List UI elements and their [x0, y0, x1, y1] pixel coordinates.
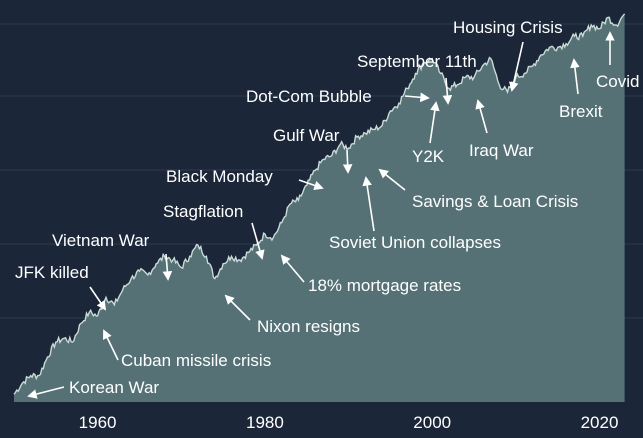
- series-line: [13, 13, 626, 395]
- annotation-label-stagflation: Stagflation: [163, 202, 243, 221]
- x-tick-label-2000: 2000: [413, 413, 451, 432]
- annotation-18-mortgage-rates: 18% mortgage rates: [280, 254, 461, 295]
- annotation-label-iraq-war: Iraq War: [469, 141, 534, 160]
- annotation-label-housing-crisis: Housing Crisis: [453, 18, 563, 37]
- annotation-label-brexit: Brexit: [559, 102, 603, 121]
- annotation-arrow-stagflation: [251, 222, 265, 260]
- annotation-arrow-vietnam-war: [162, 253, 173, 281]
- annotation-label-vietnam-war: Vietnam War: [52, 231, 150, 250]
- annotation-arrow-housing-crisis: [509, 41, 524, 92]
- annotation-label-covid: Covid: [596, 72, 639, 91]
- annotation-covid: Covid: [596, 31, 639, 91]
- series-area-fill: [14, 13, 625, 403]
- annotation-label-september-11th: September 11th: [357, 52, 477, 71]
- annotation-gulf-war: Gulf War: [273, 126, 353, 174]
- annotation-housing-crisis: Housing Crisis: [453, 18, 563, 92]
- annotation-jfk-killed: JFK killed: [15, 263, 107, 311]
- annotation-cuban-missile-crisis: Cuban missile crisis: [103, 329, 271, 370]
- x-tick-label-2020: 2020: [581, 413, 619, 432]
- annotation-label-korean-war: Korean War: [69, 378, 159, 397]
- annotation-arrow-18-mortgage-rates: [280, 254, 305, 283]
- annotation-arrow-soviet-union-collapses: [362, 176, 375, 232]
- annotation-arrow-gulf-war: [342, 149, 353, 174]
- annotation-nixon-resigns: Nixon resigns: [224, 294, 360, 336]
- annotation-arrow-jfk-killed: [89, 286, 107, 311]
- annotation-y2k: Y2K: [412, 101, 445, 166]
- annotation-brexit: Brexit: [559, 58, 603, 121]
- annotation-arrow-cuban-missile-crisis: [103, 329, 119, 361]
- annotation-label-jfk-killed: JFK killed: [15, 263, 89, 282]
- annotation-soviet-union-collapses: Soviet Union collapses: [329, 176, 501, 252]
- annotation-arrow-black-monday: [298, 179, 324, 191]
- annotation-label-y2k: Y2K: [412, 147, 445, 166]
- annotation-korean-war: Korean War: [27, 378, 159, 399]
- annotation-arrow-y2k: [429, 101, 440, 144]
- annotation-label-cuban-missile-crisis: Cuban missile crisis: [121, 351, 271, 370]
- annotation-label-savings-loan-crisis: Savings & Loan Crisis: [412, 192, 578, 211]
- annotation-arrow-savings-loan-crisis: [378, 168, 406, 191]
- annotation-iraq-war: Iraq War: [469, 99, 534, 160]
- annotation-label-dot-com-bubble: Dot-Com Bubble: [246, 87, 372, 106]
- annotation-black-monday: Black Monday: [166, 167, 324, 191]
- annotation-arrow-brexit: [570, 58, 580, 95]
- annotation-arrow-korean-war: [27, 386, 65, 399]
- annotation-arrow-nixon-resigns: [224, 294, 251, 321]
- series-area: [13, 13, 626, 403]
- annotation-arrow-dot-com-bubble: [404, 92, 430, 103]
- annotation-label-black-monday: Black Monday: [166, 167, 273, 186]
- annotation-label-soviet-union-collapses: Soviet Union collapses: [329, 233, 501, 252]
- annotation-vietnam-war: Vietnam War: [52, 231, 173, 281]
- annotation-september-11th: September 11th: [357, 52, 477, 105]
- annotation-dot-com-bubble: Dot-Com Bubble: [246, 87, 430, 106]
- annotation-stagflation: Stagflation: [163, 202, 265, 260]
- x-tick-label-1960: 1960: [79, 413, 117, 432]
- annotation-label-nixon-resigns: Nixon resigns: [257, 317, 360, 336]
- annotation-arrow-iraq-war: [475, 99, 488, 134]
- x-tick-label-1980: 1980: [246, 413, 284, 432]
- annotation-arrow-september-11th: [442, 77, 453, 105]
- annotation-label-18-mortgage-rates: 18% mortgage rates: [308, 276, 461, 295]
- annotation-savings-loan-crisis: Savings & Loan Crisis: [378, 168, 578, 211]
- x-axis: 1960 1980 2000 2020: [79, 413, 619, 432]
- annotation-label-gulf-war: Gulf War: [273, 126, 340, 145]
- event-annotations: Korean War Cuban missile crisis JFK killed…: [15, 18, 639, 399]
